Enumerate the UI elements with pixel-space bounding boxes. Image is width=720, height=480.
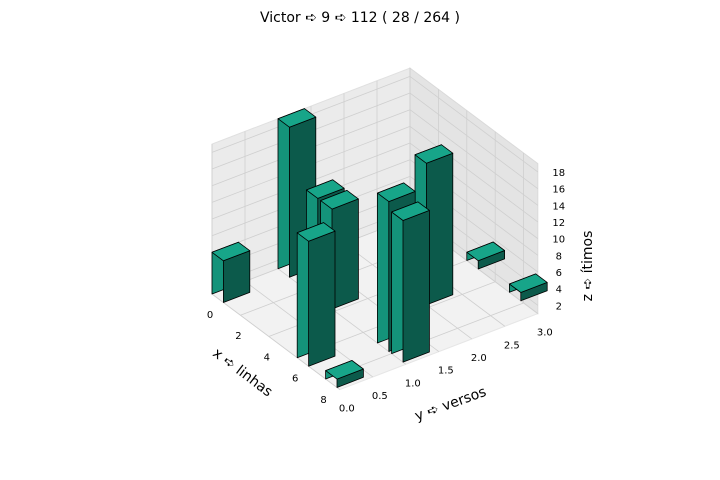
bar-front-face: [308, 230, 336, 367]
z-tick-label: 16: [552, 185, 565, 196]
tick-labels: 0 2 4 6 8 0.0 0.5 1.0 1.5 2.0 2.5 3.0 2 4 6 8 10 12 14 16 18: [207, 168, 565, 415]
bar-top-face: [320, 189, 359, 210]
z-tick-label: 8: [556, 251, 562, 262]
y-tick-label: 1.5: [438, 366, 454, 377]
bar-top-face: [211, 241, 251, 262]
bars: [211, 108, 548, 388]
y-tick-label: 0.0: [339, 404, 355, 415]
z-tick-label: 6: [556, 268, 562, 279]
bar: [211, 241, 251, 303]
bar-top-face: [391, 201, 430, 221]
bar-front-face: [402, 209, 430, 363]
y-axis-label: y ➪ versos: [413, 384, 489, 425]
y-tick-label: 2.5: [504, 340, 520, 351]
bar-top-face: [376, 182, 416, 203]
z-tick-label: 4: [556, 285, 562, 296]
z-tick-label: 12: [552, 218, 565, 229]
x-tick-label: 4: [264, 352, 270, 363]
y-tick-label: 3.0: [537, 328, 553, 339]
y-tick-label: 0.5: [372, 391, 388, 402]
bar: [466, 241, 506, 270]
chart-title: Victor ➪ 9 ➪ 112 ( 28 / 264 ): [260, 10, 460, 26]
z-tick-label: 18: [552, 168, 565, 179]
bar-top-face: [325, 360, 364, 380]
x-tick-label: 8: [320, 395, 326, 406]
z-tick-label: 2: [556, 301, 562, 312]
z-tick-label: 10: [552, 235, 565, 246]
bar-top-face: [414, 144, 454, 164]
x-tick-label: 2: [235, 331, 241, 342]
bar-top-face: [277, 108, 317, 128]
z-tick-label: 14: [552, 201, 565, 212]
bar: [325, 360, 364, 388]
bar: [391, 201, 430, 363]
bar-front-face: [331, 198, 359, 310]
bar-top-face: [296, 222, 336, 242]
bar-top-face: [305, 179, 345, 199]
bar-top-face: [508, 273, 548, 293]
z-axis-label: z ➪ ítimos: [580, 231, 596, 302]
bar-top-face: [466, 241, 506, 262]
x-tick-label: 6: [292, 374, 298, 385]
y-tick-label: 1.0: [405, 378, 421, 389]
y-tick-label: 2.0: [471, 353, 487, 364]
x-tick-label: 0: [207, 310, 213, 321]
bar: [296, 222, 336, 367]
bar-front-face: [425, 152, 454, 306]
bar: [508, 273, 548, 302]
